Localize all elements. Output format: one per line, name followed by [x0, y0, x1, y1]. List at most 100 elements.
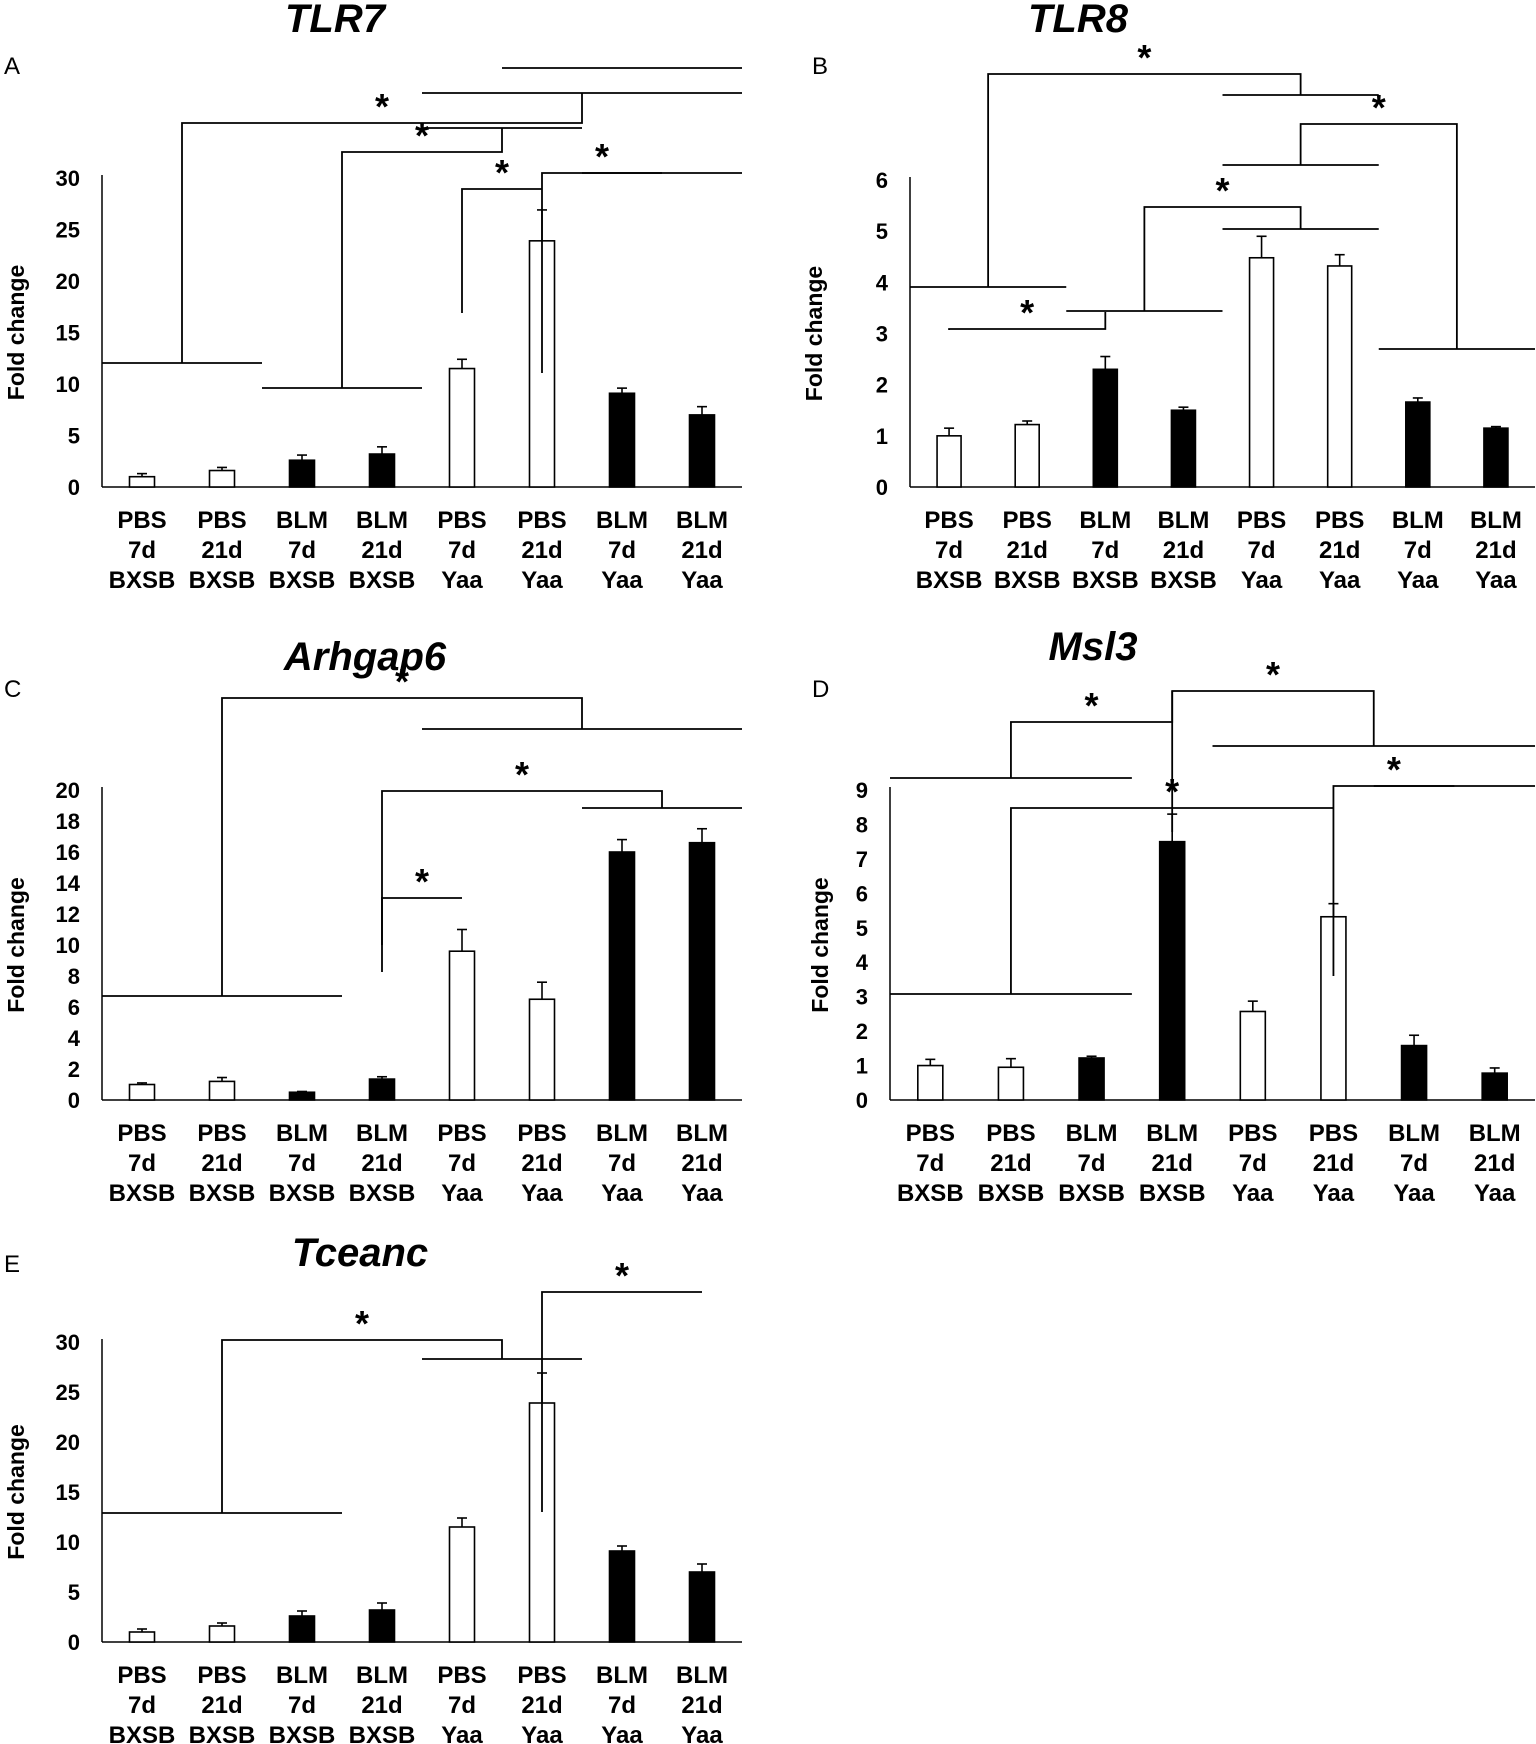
y-tick-label: 10 [56, 372, 80, 397]
significance-bracket [1299, 123, 1458, 349]
panel-letter: E [4, 1251, 20, 1278]
category-label: BXSB [269, 1180, 336, 1207]
category-label: BXSB [109, 1722, 176, 1744]
y-tick-label: 25 [56, 218, 80, 243]
category-label: BLM [596, 507, 648, 534]
y-tick-label: 20 [56, 778, 80, 803]
category-label: 21d [521, 537, 562, 564]
category-label: BXSB [349, 1722, 416, 1744]
category-label: 21d [201, 1150, 242, 1177]
category-label: PBS [1003, 507, 1052, 534]
category-label: BLM [276, 1120, 328, 1147]
y-tick-label: 15 [56, 321, 80, 346]
category-label: PBS [517, 507, 566, 534]
category-label: PBS [117, 1662, 166, 1689]
category-label: Yaa [681, 1180, 723, 1207]
significance-star: * [415, 861, 429, 902]
y-tick-label: 1 [856, 1054, 868, 1079]
category-label: PBS [1309, 1120, 1358, 1147]
category-label: 21d [1474, 1150, 1515, 1177]
significance-bracket [341, 128, 503, 388]
category-label: Yaa [681, 1722, 723, 1744]
category-label: BXSB [189, 1722, 256, 1744]
y-tick-label: 5 [876, 219, 888, 244]
category-label: Yaa [1241, 567, 1283, 594]
panel-A: A TLR7 Fold change 0 5 10 15 20 25 30 PBS 7d BXSB PBS… [3, 0, 742, 594]
category-label: 7d [128, 1692, 156, 1719]
bar [1239, 1010, 1267, 1101]
bar [608, 1550, 636, 1643]
category-label: Yaa [521, 1722, 563, 1744]
significance-bracket [381, 790, 663, 972]
category-label: BLM [1066, 1120, 1118, 1147]
category-label: 21d [681, 1692, 722, 1719]
y-tick-label: 0 [68, 1088, 80, 1113]
bar [1078, 1057, 1105, 1101]
panel-letter: D [812, 676, 829, 703]
bar [608, 851, 636, 1101]
y-tick-label: 10 [56, 933, 80, 958]
y-tick-label: 8 [856, 812, 868, 837]
significance-star: * [375, 86, 389, 127]
significance-bracket [221, 1339, 503, 1513]
category-label: BLM [1469, 1120, 1521, 1147]
significance-bracket [541, 172, 662, 373]
bar [528, 998, 556, 1101]
category-label: 21d [1163, 537, 1204, 564]
category-label: BLM [1146, 1120, 1198, 1147]
category-label: PBS [197, 1120, 246, 1147]
bar [1014, 423, 1040, 488]
category-label: BLM [596, 1662, 648, 1689]
y-tick-label: 1 [876, 424, 888, 449]
category-label: BXSB [109, 567, 176, 594]
y-tick-label: 6 [876, 168, 888, 193]
bar [1170, 409, 1197, 488]
category-label: PBS [197, 507, 246, 534]
category-label: BLM [276, 507, 328, 534]
bar [1158, 840, 1186, 1101]
significance-star: * [355, 1303, 369, 1344]
category-label: PBS [437, 507, 486, 534]
category-label: 21d [990, 1150, 1031, 1177]
category-label: 7d [448, 1692, 476, 1719]
category-label: Yaa [601, 567, 643, 594]
bar [448, 950, 476, 1101]
significance-star: * [415, 115, 429, 156]
category-label: Yaa [1232, 1180, 1274, 1207]
y-tick-label: 16 [56, 840, 80, 865]
category-label: BLM [596, 1120, 648, 1147]
category-label: BXSB [349, 1180, 416, 1207]
y-tick-label: 4 [68, 1026, 81, 1051]
chart-title: Tceanc [292, 1231, 428, 1275]
category-label: 21d [361, 1692, 402, 1719]
y-tick-label: 20 [56, 1430, 80, 1455]
category-label: PBS [117, 1120, 166, 1147]
panel-letter: C [4, 676, 21, 703]
y-tick-label: 18 [56, 809, 80, 834]
significance-star: * [1372, 87, 1386, 128]
category-label: 21d [1007, 537, 1048, 564]
chart-title: Msl3 [1049, 625, 1138, 669]
category-label: BXSB [1072, 567, 1139, 594]
significance-star: * [1387, 749, 1401, 790]
category-label: BXSB [1150, 567, 1217, 594]
bar [936, 435, 962, 488]
significance-star: * [1020, 292, 1034, 333]
bar [288, 1091, 316, 1101]
y-tick-label: 0 [856, 1088, 868, 1113]
significance-bracket [948, 312, 1107, 330]
y-tick-label: 12 [56, 902, 80, 927]
category-label: BXSB [897, 1180, 964, 1207]
y-tick-label: 0 [68, 475, 80, 500]
y-axis-label: Fold change [3, 1424, 29, 1559]
category-label: 21d [521, 1150, 562, 1177]
category-label: 7d [128, 1150, 156, 1177]
category-label: BLM [676, 1662, 728, 1689]
category-label: PBS [1315, 507, 1364, 534]
category-label: PBS [906, 1120, 955, 1147]
category-label: BXSB [109, 1180, 176, 1207]
category-label: 21d [521, 1692, 562, 1719]
y-tick-label: 4 [856, 950, 869, 975]
bar [208, 1625, 236, 1643]
bar [1481, 1072, 1508, 1101]
